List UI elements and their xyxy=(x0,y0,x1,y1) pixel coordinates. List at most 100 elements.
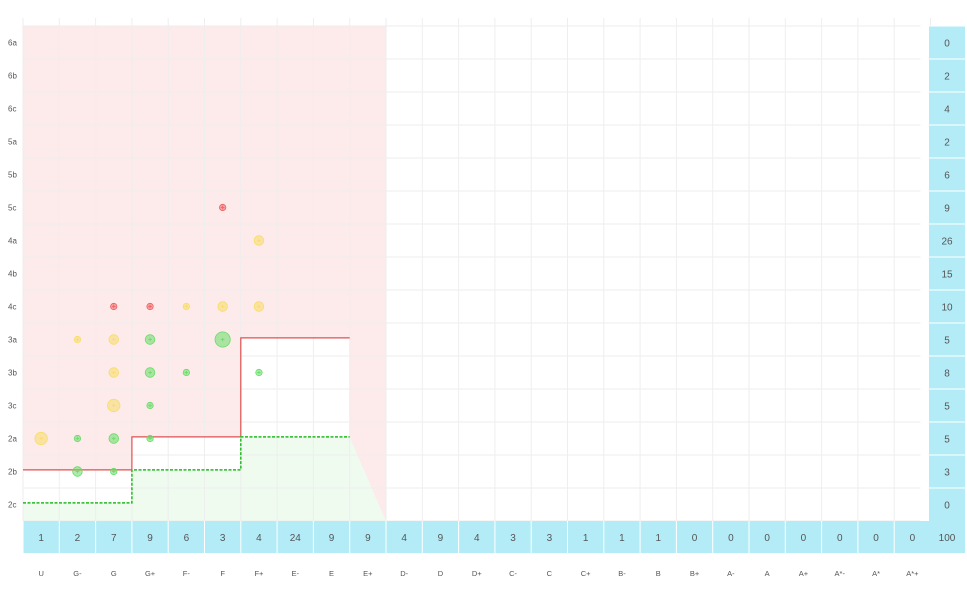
data-point xyxy=(109,335,119,345)
x-tick-label: A- xyxy=(727,569,735,578)
row-total-value: 6 xyxy=(944,171,950,182)
row-total-value: 4 xyxy=(944,105,950,116)
row-total-value: 26 xyxy=(941,237,953,248)
x-tick-label: E+ xyxy=(363,569,373,578)
row-total-value: 10 xyxy=(941,303,953,314)
data-point xyxy=(183,303,189,309)
column-total-value: 4 xyxy=(256,533,262,544)
grand-total-value: 100 xyxy=(939,533,956,544)
column-total-value: 7 xyxy=(111,533,117,544)
x-tick-label: U xyxy=(38,569,43,578)
x-tick-label: C- xyxy=(509,569,517,578)
column-total-value: 0 xyxy=(837,533,843,544)
y-tick-label: 4b xyxy=(8,270,17,279)
y-tick-label: 2b xyxy=(8,468,17,477)
row-total-value: 3 xyxy=(944,468,950,479)
row-total-value: 5 xyxy=(944,402,950,413)
column-total-value: 4 xyxy=(401,533,407,544)
column-total-value: 6 xyxy=(184,533,190,544)
data-point xyxy=(219,204,225,210)
column-total-value: 1 xyxy=(619,533,625,544)
x-tick-label: D- xyxy=(400,569,408,578)
y-tick-label: 4c xyxy=(8,303,16,312)
column-total-value: 0 xyxy=(801,533,807,544)
x-axis-labels: U G- G G+ F- F F+ E- E E+ D- D D+ C- C C+ B- B B+ A- A A+ A*- A… xyxy=(38,569,919,578)
data-point xyxy=(73,467,83,477)
data-point xyxy=(183,369,189,375)
x-tick-label: G- xyxy=(73,569,82,578)
data-point xyxy=(254,302,264,312)
y-tick-label: 2c xyxy=(8,501,16,510)
x-tick-label: A* xyxy=(872,569,880,578)
column-total-value: 3 xyxy=(220,533,226,544)
column-total-value: 3 xyxy=(510,533,516,544)
data-point xyxy=(109,434,119,444)
data-point xyxy=(74,435,80,441)
x-tick-label: F+ xyxy=(254,569,264,578)
row-total-value: 0 xyxy=(944,39,950,50)
row-total-value: 0 xyxy=(944,501,950,512)
x-tick-label: E xyxy=(329,569,334,578)
x-tick-label: F- xyxy=(183,569,191,578)
data-point xyxy=(111,303,117,309)
data-point xyxy=(145,335,155,345)
data-point xyxy=(254,236,264,246)
column-total-value: 2 xyxy=(75,533,81,544)
column-total-value: 1 xyxy=(38,533,44,544)
column-total-value: 9 xyxy=(438,533,444,544)
y-tick-label: 3c xyxy=(8,402,16,411)
data-point xyxy=(147,435,153,441)
row-total-value: 9 xyxy=(944,204,950,215)
row-total-value: 5 xyxy=(944,336,950,347)
x-tick-label: A+ xyxy=(799,569,809,578)
column-total-value: 0 xyxy=(728,533,734,544)
data-point xyxy=(108,399,120,411)
x-tick-label: D xyxy=(438,569,444,578)
x-tick-label: F xyxy=(220,569,225,578)
data-point xyxy=(147,402,153,408)
y-tick-label: 2a xyxy=(8,435,17,444)
x-tick-label: B xyxy=(656,569,661,578)
y-tick-label: 4a xyxy=(8,237,17,246)
data-point xyxy=(111,468,117,474)
column-total-value: 3 xyxy=(547,533,553,544)
column-total-value: 1 xyxy=(655,533,661,544)
data-point xyxy=(256,369,262,375)
data-point xyxy=(109,368,119,378)
column-total-value: 24 xyxy=(290,533,302,544)
data-point xyxy=(215,332,230,347)
y-tick-label: 5b xyxy=(8,171,17,180)
y-axis-labels: 6a 6b 6c 5a 5b 5c 4a 4b 4c 3a 3b 3c 2a 2b 2c xyxy=(8,39,17,510)
y-tick-label: 3a xyxy=(8,336,17,345)
column-totals: 1 2 7 9 6 3 4 24 9 9 4 9 4 3 3 1 1 1 0 0 0 0 0 0 0 100 xyxy=(23,521,965,553)
x-tick-label: B+ xyxy=(690,569,700,578)
row-total-value: 5 xyxy=(944,435,950,446)
column-total-value: 9 xyxy=(329,533,335,544)
x-tick-label: G xyxy=(111,569,117,578)
column-total-value: 9 xyxy=(147,533,153,544)
x-tick-label: A xyxy=(765,569,770,578)
data-point xyxy=(74,336,80,342)
x-tick-label: C+ xyxy=(581,569,591,578)
data-point xyxy=(147,303,153,309)
data-point xyxy=(145,368,155,378)
column-total-value: 0 xyxy=(764,533,770,544)
column-total-value: 9 xyxy=(365,533,371,544)
y-tick-label: 3b xyxy=(8,369,17,378)
x-tick-label: C xyxy=(547,569,553,578)
y-tick-label: 6a xyxy=(8,39,17,48)
data-point xyxy=(35,432,47,444)
y-tick-label: 6b xyxy=(8,72,17,81)
x-tick-label: D+ xyxy=(472,569,482,578)
column-total-value: 4 xyxy=(474,533,480,544)
x-tick-label: G+ xyxy=(145,569,156,578)
x-tick-label: A*- xyxy=(835,569,846,578)
column-total-value: 0 xyxy=(910,533,916,544)
x-tick-label: A*+ xyxy=(906,569,919,578)
column-total-value: 1 xyxy=(583,533,589,544)
row-total-value: 15 xyxy=(941,270,953,281)
row-total-value: 2 xyxy=(944,138,950,149)
x-tick-label: B- xyxy=(618,569,626,578)
